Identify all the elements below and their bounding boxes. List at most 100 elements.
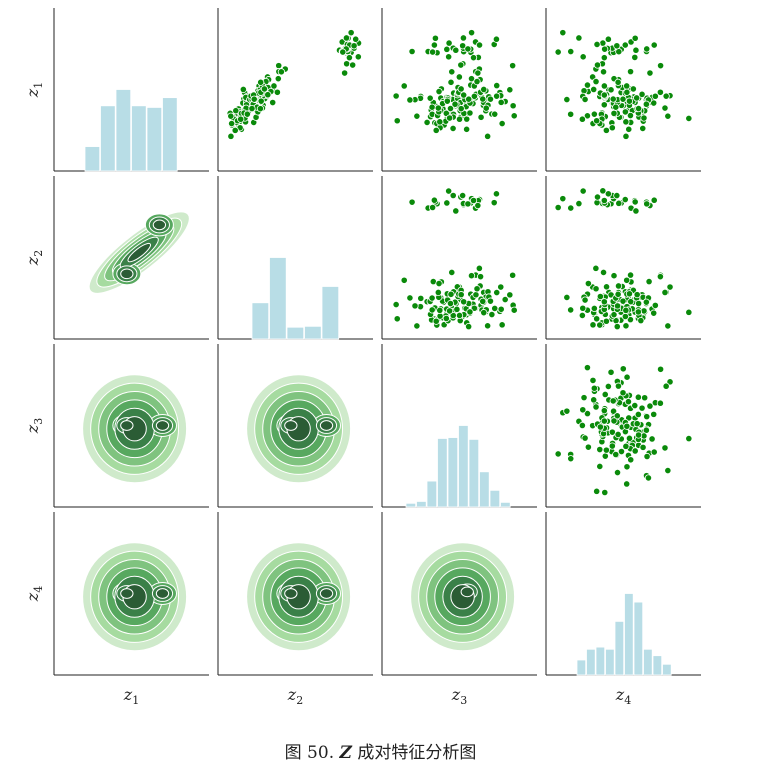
histogram-bar: [321, 286, 340, 340]
scatter-point: [619, 365, 627, 373]
scatter-point: [642, 298, 650, 306]
scatter-point: [228, 119, 236, 128]
scatter-point: [640, 114, 648, 122]
histogram-bar: [115, 89, 132, 172]
scatter-point: [610, 272, 618, 280]
histogram-bar: [643, 648, 653, 676]
scatter-point: [567, 455, 575, 463]
scatter-point: [498, 119, 506, 128]
scatter-point: [650, 99, 658, 107]
scatter-point: [664, 466, 672, 475]
x-axis-label: z3: [451, 685, 467, 707]
caption-suffix: 成对特征分析图: [351, 743, 477, 763]
scatter-point: [610, 417, 618, 425]
scatter-point: [604, 190, 612, 198]
scatter-point: [248, 104, 256, 113]
scatter-point: [563, 95, 571, 104]
scatter-point: [486, 297, 495, 305]
scatter-point: [612, 103, 620, 111]
scatter-point: [354, 53, 362, 61]
scatter-point: [614, 290, 622, 298]
scatter-point: [614, 282, 623, 290]
scatter-point: [608, 442, 616, 450]
kde-peak: [155, 420, 170, 431]
scatter-point: [613, 42, 621, 50]
scatter-point: [584, 279, 592, 288]
scatter-point: [600, 82, 608, 90]
scatter-point: [498, 321, 506, 329]
scatter-point: [466, 109, 474, 117]
scatter-point: [434, 104, 442, 112]
caption-prefix: 图 50.: [284, 743, 340, 763]
panel-1-3: [381, 8, 537, 172]
scatter-point: [646, 402, 654, 410]
scatter-point: [227, 132, 235, 140]
scatter-point: [650, 448, 658, 456]
kde-peak: [319, 420, 334, 431]
scatter-point: [638, 404, 646, 412]
scatter-point: [559, 195, 567, 203]
scatter-point: [579, 53, 587, 61]
scatter-point: [460, 91, 468, 99]
scatter-point: [465, 95, 473, 103]
histogram-bar: [426, 480, 438, 508]
scatter-point: [604, 35, 612, 43]
scatter-point: [273, 88, 281, 96]
scatter-point: [393, 117, 401, 125]
scatter-point: [563, 407, 571, 415]
scatter-point: [685, 114, 693, 123]
scatter-point: [506, 291, 514, 299]
scatter-point: [567, 110, 575, 118]
kde-peak: [284, 588, 298, 599]
panel-1-1: [53, 8, 209, 172]
scatter-point: [493, 92, 501, 100]
histogram-bar: [479, 471, 490, 508]
scatter-point: [590, 110, 598, 118]
histogram-bar: [162, 97, 178, 172]
scatter-point: [685, 308, 693, 316]
scatter-point: [490, 199, 498, 207]
panel-3-4: [545, 344, 701, 508]
scatter-point: [608, 124, 616, 132]
scatter-point: [650, 410, 658, 418]
scatter-point: [470, 92, 478, 100]
scatter-point: [599, 268, 608, 277]
scatter-point: [631, 401, 639, 410]
scatter-point: [589, 376, 597, 384]
scatter-point: [428, 103, 436, 111]
scatter-point: [455, 115, 464, 123]
panel-3-2: [217, 344, 373, 508]
scatter-point: [602, 317, 610, 325]
scatter-point: [623, 422, 631, 430]
histogram-bar: [100, 105, 116, 172]
scatter-point: [634, 393, 642, 401]
scatter-point: [601, 390, 609, 399]
panel-1-4: [545, 8, 701, 172]
scatter-point: [664, 112, 672, 120]
scatter-point: [429, 203, 437, 212]
scatter-point: [632, 207, 640, 215]
scatter-point: [625, 434, 634, 442]
scatter-point: [400, 276, 408, 284]
scatter-point: [592, 285, 600, 293]
scatter-point: [474, 69, 482, 77]
scatter-point: [626, 316, 635, 324]
scatter-point: [339, 48, 347, 56]
scatter-point: [493, 288, 501, 297]
scatter-point: [643, 45, 651, 53]
scatter-point: [484, 322, 492, 330]
scatter-point: [629, 85, 637, 93]
scatter-point: [633, 291, 641, 299]
scatter-point: [447, 290, 455, 298]
scatter-point: [614, 430, 622, 439]
scatter-point: [634, 104, 643, 113]
x-axis-label: z2: [287, 685, 303, 707]
scatter-point: [623, 373, 631, 381]
scatter-point: [457, 291, 465, 299]
scatter-point: [631, 198, 639, 206]
scatter-point: [448, 68, 456, 76]
scatter-point: [623, 480, 631, 488]
scatter-point: [342, 34, 351, 42]
scatter-point: [480, 85, 488, 94]
